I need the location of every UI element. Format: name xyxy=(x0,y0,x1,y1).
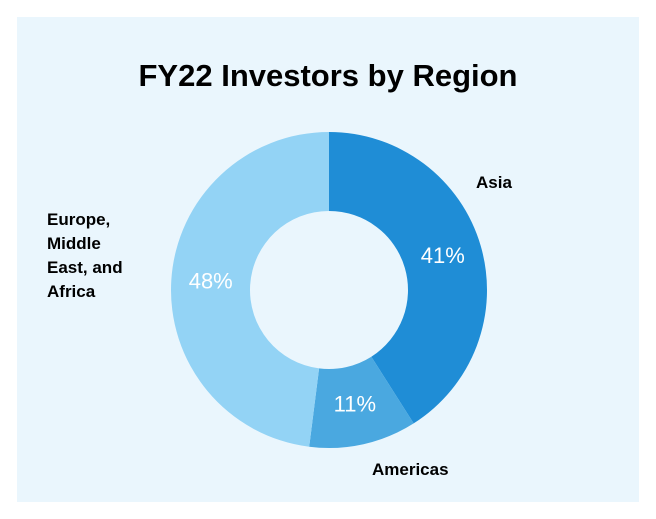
chart-title: FY22 Investors by Region xyxy=(139,58,518,93)
category-label: Americas xyxy=(372,460,449,479)
donut-slice xyxy=(329,132,488,424)
value-label: 41% xyxy=(421,243,465,268)
category-label: Europe, Middle East, and Africa xyxy=(47,210,123,301)
donut-slice xyxy=(309,356,414,448)
donut-slice xyxy=(170,132,329,447)
value-label: 48% xyxy=(189,268,233,293)
value-label: 11% xyxy=(334,391,376,416)
category-label: Asia xyxy=(476,173,512,192)
